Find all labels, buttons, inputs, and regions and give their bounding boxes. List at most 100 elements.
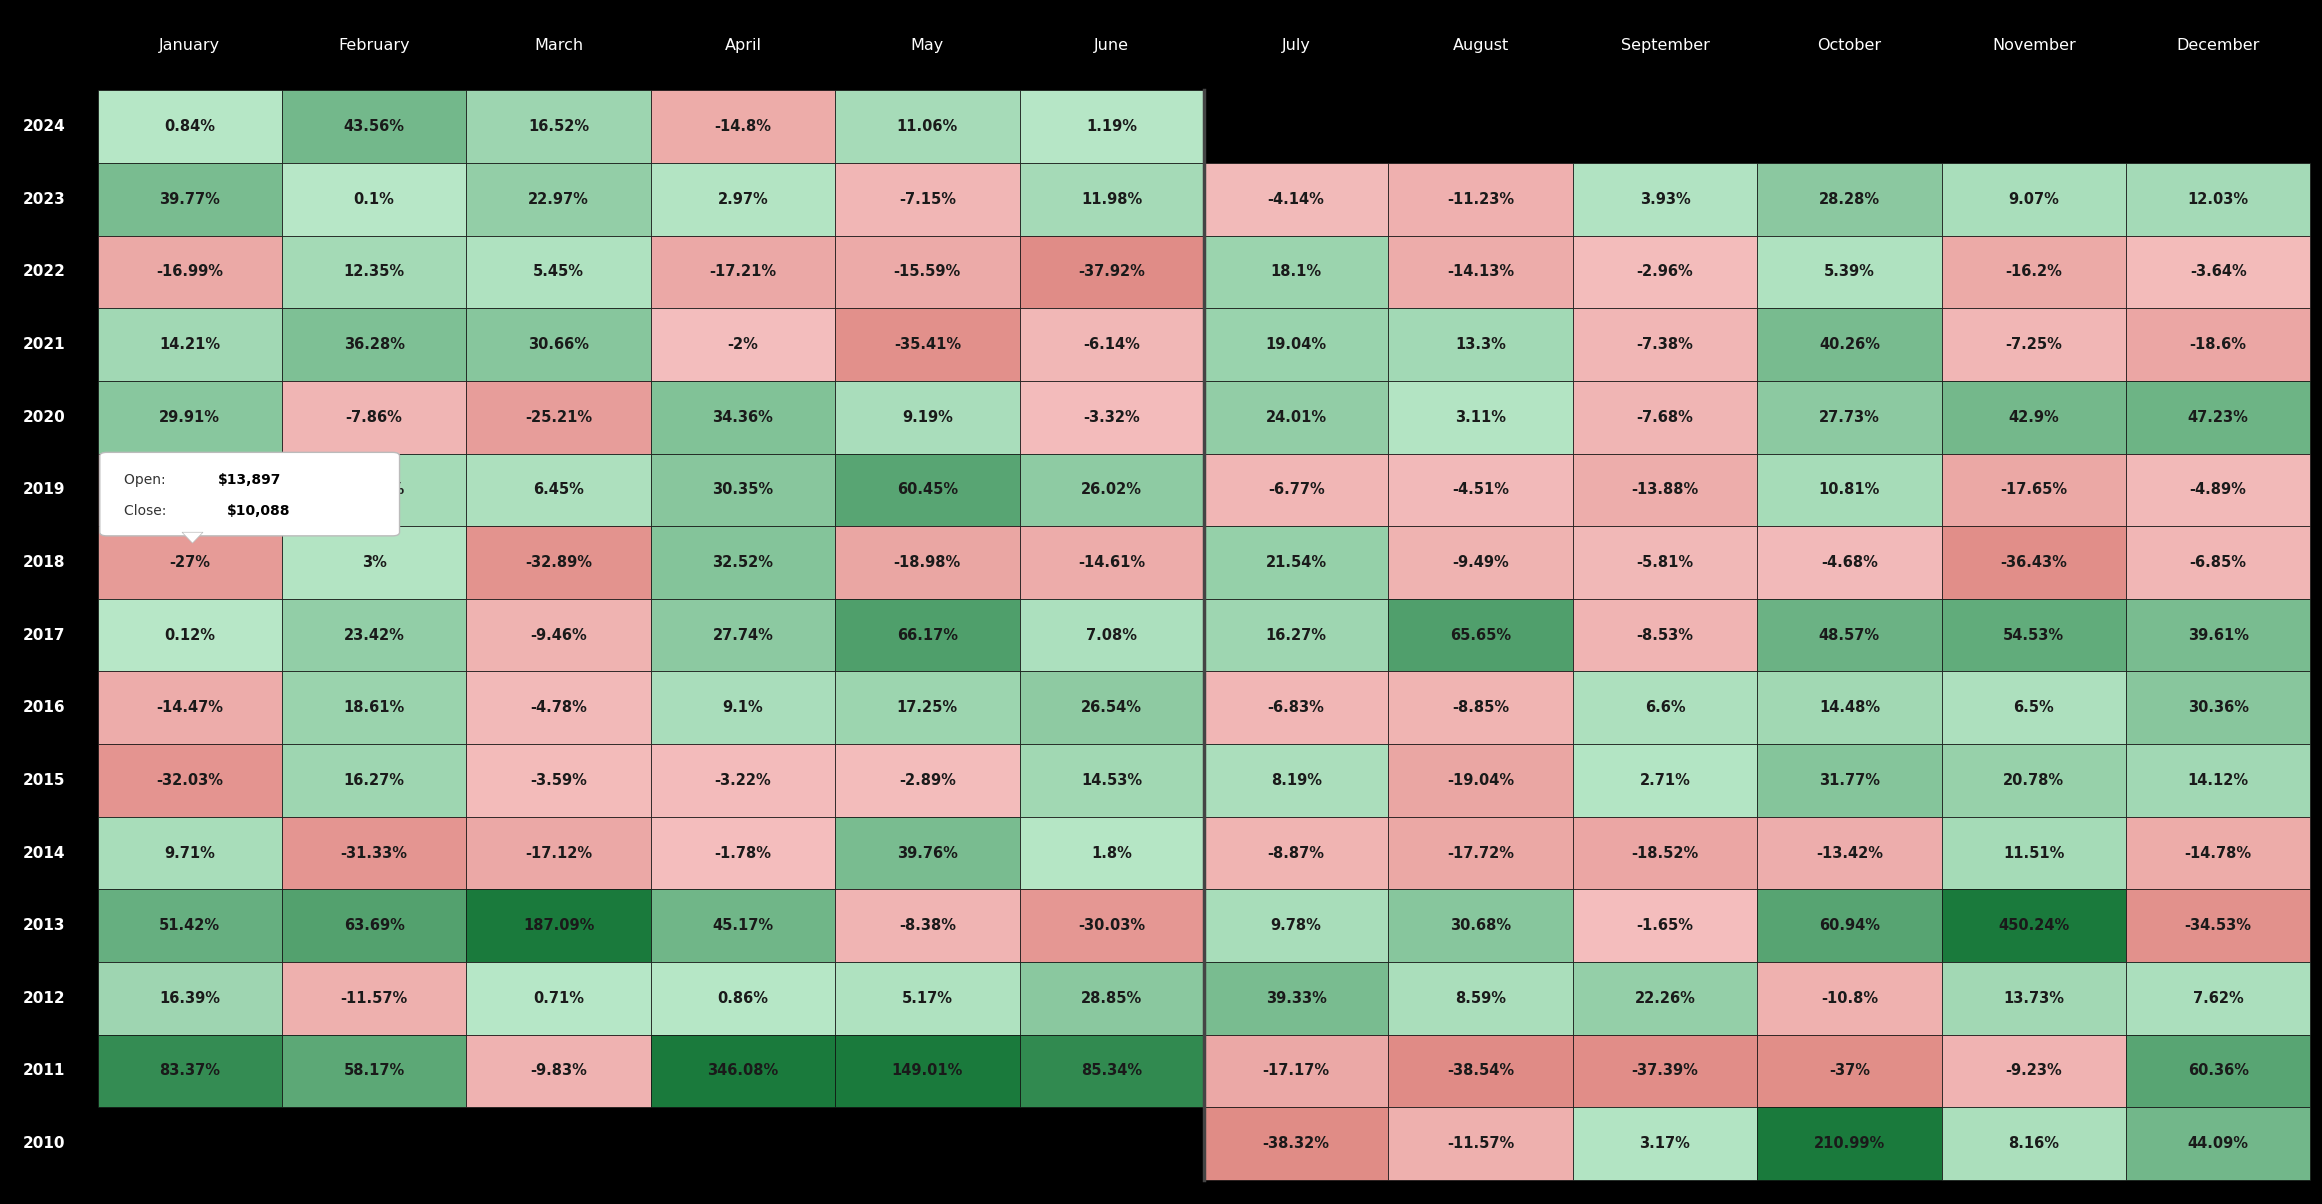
Text: 47.23%: 47.23% bbox=[2187, 409, 2248, 425]
Text: 6.5%: 6.5% bbox=[2013, 701, 2055, 715]
Text: 12.35%: 12.35% bbox=[344, 265, 404, 279]
FancyBboxPatch shape bbox=[650, 236, 836, 308]
Text: -36.43%: -36.43% bbox=[1999, 555, 2067, 569]
Text: -14.78%: -14.78% bbox=[2185, 845, 2252, 861]
Text: 9.1%: 9.1% bbox=[722, 701, 764, 715]
Text: -7.59%: -7.59% bbox=[160, 483, 218, 497]
Text: 14.12%: 14.12% bbox=[2187, 773, 2248, 787]
FancyBboxPatch shape bbox=[836, 236, 1019, 308]
FancyBboxPatch shape bbox=[1203, 454, 1389, 526]
FancyBboxPatch shape bbox=[1941, 890, 2127, 962]
Text: 16.39%: 16.39% bbox=[160, 991, 221, 1005]
Text: 54.53%: 54.53% bbox=[2004, 627, 2064, 643]
FancyBboxPatch shape bbox=[2127, 163, 2310, 236]
Text: 28.85%: 28.85% bbox=[1082, 991, 1142, 1005]
FancyBboxPatch shape bbox=[467, 816, 650, 890]
Text: 16.27%: 16.27% bbox=[344, 773, 404, 787]
Text: -14.61%: -14.61% bbox=[1077, 555, 1145, 569]
FancyBboxPatch shape bbox=[1203, 1108, 1389, 1180]
Text: 16.27%: 16.27% bbox=[1265, 627, 1326, 643]
Text: 8.16%: 8.16% bbox=[2009, 1137, 2060, 1151]
Text: 30.68%: 30.68% bbox=[1449, 919, 1512, 933]
Text: 60.94%: 60.94% bbox=[1818, 919, 1881, 933]
Text: 14.48%: 14.48% bbox=[1818, 701, 1881, 715]
FancyBboxPatch shape bbox=[100, 453, 399, 536]
Text: 12.03%: 12.03% bbox=[2187, 191, 2248, 207]
Text: 30.35%: 30.35% bbox=[713, 483, 773, 497]
Text: -17.21%: -17.21% bbox=[711, 265, 776, 279]
FancyBboxPatch shape bbox=[1941, 380, 2127, 454]
Text: 6.45%: 6.45% bbox=[534, 483, 583, 497]
Text: November: November bbox=[1992, 37, 2076, 53]
Text: -14.47%: -14.47% bbox=[156, 701, 223, 715]
FancyBboxPatch shape bbox=[1203, 890, 1389, 962]
FancyBboxPatch shape bbox=[467, 962, 650, 1034]
Text: -34.53%: -34.53% bbox=[2185, 919, 2252, 933]
Text: -37%: -37% bbox=[1830, 1063, 1869, 1079]
FancyBboxPatch shape bbox=[1758, 598, 1941, 672]
FancyBboxPatch shape bbox=[1758, 1108, 1941, 1180]
FancyBboxPatch shape bbox=[1389, 380, 1572, 454]
FancyBboxPatch shape bbox=[1019, 308, 1203, 380]
FancyBboxPatch shape bbox=[1019, 598, 1203, 672]
Text: 2020: 2020 bbox=[23, 409, 65, 425]
Text: -2%: -2% bbox=[727, 337, 759, 352]
Text: -5.81%: -5.81% bbox=[1637, 555, 1693, 569]
Text: 2021: 2021 bbox=[23, 337, 65, 352]
FancyBboxPatch shape bbox=[836, 163, 1019, 236]
FancyBboxPatch shape bbox=[2127, 526, 2310, 598]
FancyBboxPatch shape bbox=[1941, 163, 2127, 236]
Text: 27.73%: 27.73% bbox=[1818, 409, 1881, 425]
Text: 1.19%: 1.19% bbox=[1087, 119, 1138, 134]
Text: -8.87%: -8.87% bbox=[1268, 845, 1324, 861]
Text: 39.61%: 39.61% bbox=[2187, 627, 2248, 643]
Text: -1.78%: -1.78% bbox=[715, 845, 771, 861]
Text: -35.41%: -35.41% bbox=[894, 337, 961, 352]
FancyBboxPatch shape bbox=[1389, 236, 1572, 308]
Text: 10.81%: 10.81% bbox=[1818, 483, 1881, 497]
FancyBboxPatch shape bbox=[98, 90, 281, 163]
Text: -32.89%: -32.89% bbox=[525, 555, 592, 569]
FancyBboxPatch shape bbox=[467, 308, 650, 380]
FancyBboxPatch shape bbox=[1019, 163, 1203, 236]
FancyBboxPatch shape bbox=[2127, 598, 2310, 672]
FancyBboxPatch shape bbox=[650, 598, 836, 672]
FancyBboxPatch shape bbox=[467, 890, 650, 962]
Text: 5.39%: 5.39% bbox=[1825, 265, 1874, 279]
FancyBboxPatch shape bbox=[98, 526, 281, 598]
FancyBboxPatch shape bbox=[1941, 526, 2127, 598]
Text: 42.9%: 42.9% bbox=[2009, 409, 2060, 425]
Text: 8.19%: 8.19% bbox=[1270, 773, 1321, 787]
Text: -14.8%: -14.8% bbox=[715, 119, 771, 134]
FancyBboxPatch shape bbox=[836, 672, 1019, 744]
Text: 19.04%: 19.04% bbox=[1265, 337, 1326, 352]
FancyBboxPatch shape bbox=[2127, 1034, 2310, 1108]
Text: -9.49%: -9.49% bbox=[1451, 555, 1509, 569]
Text: 2015: 2015 bbox=[23, 773, 65, 787]
FancyBboxPatch shape bbox=[836, 816, 1019, 890]
Text: 14.53%: 14.53% bbox=[1082, 773, 1142, 787]
Polygon shape bbox=[181, 532, 202, 543]
Text: -4.51%: -4.51% bbox=[1451, 483, 1509, 497]
Text: -7.68%: -7.68% bbox=[1637, 409, 1693, 425]
FancyBboxPatch shape bbox=[1389, 1108, 1572, 1180]
Text: -27%: -27% bbox=[170, 555, 211, 569]
FancyBboxPatch shape bbox=[650, 816, 836, 890]
Text: 24.01%: 24.01% bbox=[1265, 409, 1326, 425]
FancyBboxPatch shape bbox=[281, 962, 467, 1034]
FancyBboxPatch shape bbox=[281, 454, 467, 526]
Text: 2017: 2017 bbox=[23, 627, 65, 643]
FancyBboxPatch shape bbox=[1389, 672, 1572, 744]
Text: 22.97%: 22.97% bbox=[527, 191, 590, 207]
Text: -4.78%: -4.78% bbox=[529, 701, 587, 715]
FancyBboxPatch shape bbox=[650, 672, 836, 744]
FancyBboxPatch shape bbox=[2127, 380, 2310, 454]
FancyBboxPatch shape bbox=[1758, 163, 1941, 236]
Text: -17.12%: -17.12% bbox=[525, 845, 592, 861]
Text: 60.36%: 60.36% bbox=[2187, 1063, 2248, 1079]
Text: 83.37%: 83.37% bbox=[160, 1063, 221, 1079]
Text: -31.33%: -31.33% bbox=[341, 845, 409, 861]
Text: 32.52%: 32.52% bbox=[713, 555, 773, 569]
FancyBboxPatch shape bbox=[650, 454, 836, 526]
Text: 2024: 2024 bbox=[23, 119, 65, 134]
